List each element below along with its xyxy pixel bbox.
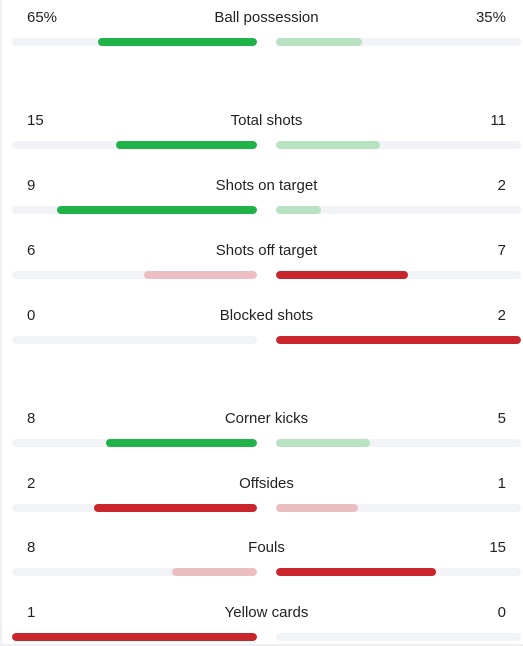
away-value: 11 xyxy=(490,112,506,129)
stat-label: Ball possession xyxy=(214,9,319,26)
panel-left-border xyxy=(0,0,2,646)
away-bar-track xyxy=(276,206,521,214)
stat-row-shots-on-target: 9 Shots on target 2 xyxy=(0,177,523,217)
away-value: 5 xyxy=(497,410,506,427)
away-bar-fill xyxy=(276,439,371,447)
home-value: 1 xyxy=(27,604,36,621)
home-bar-track xyxy=(12,206,257,214)
home-bar-track xyxy=(12,439,257,447)
stat-label: Corner kicks xyxy=(224,410,309,427)
stat-row-yellow-cards: 1 Yellow cards 0 xyxy=(0,604,523,644)
away-bar-fill xyxy=(276,336,521,344)
stat-row-shots-off-target: 6 Shots off target 7 xyxy=(0,242,523,282)
home-bar-track xyxy=(12,141,257,149)
home-bar-track xyxy=(12,504,257,512)
away-value: 35% xyxy=(475,9,506,26)
away-bar-track xyxy=(276,336,521,344)
home-bar-fill xyxy=(56,206,257,214)
away-value: 2 xyxy=(497,307,506,324)
home-bar-track xyxy=(12,633,257,641)
stat-label: Shots on target xyxy=(215,177,318,194)
away-bar-track xyxy=(276,38,521,46)
home-value: 15 xyxy=(27,112,44,129)
home-value: 2 xyxy=(27,475,36,492)
stat-label: Blocked shots xyxy=(219,307,314,324)
home-bar-track xyxy=(12,568,257,576)
home-value: 9 xyxy=(27,177,36,194)
home-bar-fill xyxy=(171,568,257,576)
away-bar-track xyxy=(276,504,521,512)
away-bar-track xyxy=(276,439,521,447)
away-bar-track xyxy=(276,141,521,149)
away-value: 1 xyxy=(497,475,506,492)
stat-row-corner-kicks: 8 Corner kicks 5 xyxy=(0,410,523,450)
home-bar-fill xyxy=(93,504,257,512)
stat-row-ball-possession: 65% Ball possession 35% xyxy=(0,9,523,49)
stat-label: Fouls xyxy=(248,539,285,556)
away-bar-track xyxy=(276,633,521,641)
home-bar-fill xyxy=(106,439,257,447)
stat-label: Offsides xyxy=(239,475,294,492)
away-value: 0 xyxy=(497,604,506,621)
stat-label: Yellow cards xyxy=(224,604,309,621)
home-bar-fill xyxy=(97,38,257,46)
away-value: 7 xyxy=(497,242,506,259)
panel-bottom-border xyxy=(0,644,523,646)
home-bar-fill xyxy=(12,633,257,641)
away-bar-fill xyxy=(276,141,380,149)
away-value: 15 xyxy=(489,539,506,556)
away-bar-fill xyxy=(276,504,358,512)
stat-row-blocked-shots: 0 Blocked shots 2 xyxy=(0,307,523,347)
home-value: 8 xyxy=(27,539,36,556)
home-bar-track xyxy=(12,271,257,279)
stat-row-fouls: 8 Fouls 15 xyxy=(0,539,523,579)
away-bar-track xyxy=(276,568,521,576)
stat-row-total-shots: 15 Total shots 11 xyxy=(0,112,523,152)
home-value: 6 xyxy=(27,242,36,259)
home-bar-track xyxy=(12,38,257,46)
home-bar-fill xyxy=(115,141,257,149)
home-bar-fill xyxy=(143,271,257,279)
away-bar-fill xyxy=(276,271,408,279)
away-bar-fill xyxy=(276,568,436,576)
stat-row-offsides: 2 Offsides 1 xyxy=(0,475,523,515)
away-value: 2 xyxy=(497,177,506,194)
home-value: 8 xyxy=(27,410,36,427)
away-bar-fill xyxy=(276,206,321,214)
home-value: 65% xyxy=(27,9,58,26)
stat-label: Total shots xyxy=(230,112,303,129)
stat-label: Shots off target xyxy=(215,242,318,259)
home-bar-track xyxy=(12,336,257,344)
away-bar-track xyxy=(276,271,521,279)
away-bar-fill xyxy=(276,38,362,46)
home-value: 0 xyxy=(27,307,36,324)
